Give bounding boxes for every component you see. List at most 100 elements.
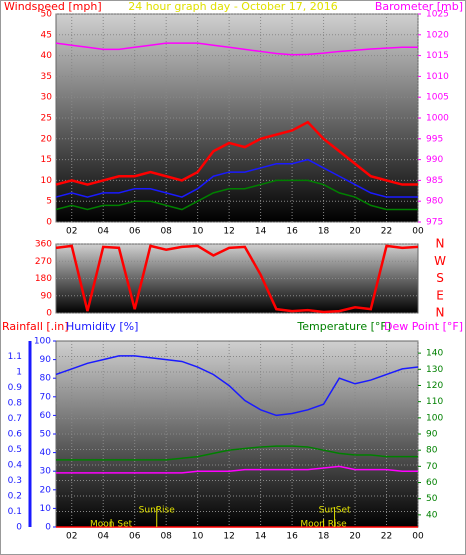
y2-tick-label: 995 — [426, 134, 443, 144]
y2-tick-label: 100 — [426, 413, 443, 423]
y-tick-label: 10 — [41, 176, 53, 186]
y2-tick-label: 80 — [426, 446, 438, 456]
series-line — [55, 179, 418, 211]
series-line — [55, 42, 418, 56]
y-tick-label: 0.8 — [8, 399, 23, 409]
series-line — [55, 355, 419, 417]
series-line — [55, 244, 419, 314]
y2-tick-label: 110 — [426, 397, 443, 407]
x-tick-label: 12 — [223, 532, 234, 542]
x-tick-label: 20 — [349, 532, 361, 542]
compass-label: N — [436, 306, 445, 320]
y-tick-label: 25 — [41, 114, 52, 124]
y-tick-label: 0.4 — [8, 461, 23, 471]
y-tick-label: 0.2 — [8, 492, 22, 502]
y-tick-label: 1 — [16, 368, 22, 378]
y-tick-label: 0.6 — [8, 430, 23, 440]
x-tick-label: 10 — [192, 532, 204, 542]
y2-tick-label: 990 — [426, 155, 443, 165]
y2-tick-label: 140 — [426, 349, 443, 359]
y-tick-label: 40 — [41, 51, 53, 61]
series-line — [56, 445, 418, 461]
y2-tick-label: 40 — [426, 510, 438, 520]
y-tick-label: 1.1 — [8, 352, 22, 362]
y-tick-label: 0 — [46, 309, 52, 319]
humidity-tick-label: 80 — [40, 374, 52, 384]
humidity-tick-label: 40 — [40, 448, 52, 458]
y2-tick-label: 985 — [426, 176, 443, 186]
wind-axis-title: Windspeed [mph] — [4, 0, 102, 13]
series-line — [55, 120, 418, 186]
y-tick-label: 360 — [35, 240, 52, 250]
y2-tick-label: 1000 — [426, 114, 449, 124]
compass-label: E — [436, 288, 444, 302]
x-tick-label: 06 — [129, 532, 141, 542]
y2-tick-label: 120 — [426, 381, 443, 391]
y2-tick-label: 1025 — [426, 10, 449, 20]
compass-label: N — [436, 237, 445, 251]
x-tick-label: 04 — [97, 532, 109, 542]
x-tick-label: 10 — [192, 227, 204, 237]
y2-tick-label: 50 — [426, 494, 438, 504]
y-tick-label: 0.9 — [8, 383, 23, 393]
y-tick-label: 45 — [41, 30, 52, 40]
y-tick-label: 30 — [41, 93, 53, 103]
y2-tick-label: 70 — [426, 462, 438, 472]
x-tick-label: 20 — [349, 227, 361, 237]
series-line — [56, 465, 418, 474]
humidity-tick-label: 50 — [40, 430, 52, 440]
y-tick-label: 50 — [41, 10, 53, 20]
x-tick-label: 22 — [381, 227, 392, 237]
y2-tick-label: 130 — [426, 365, 443, 375]
y2-tick-label: 1020 — [426, 30, 449, 40]
humidity-tick-label: 20 — [40, 485, 52, 495]
y2-tick-label: 975 — [426, 218, 443, 228]
compass-label: W — [434, 254, 446, 268]
humidity-tick-label: 70 — [40, 392, 52, 402]
y-tick-label: 0.1 — [8, 507, 22, 517]
x-tick-label: 14 — [255, 227, 267, 237]
humidity-tick-label: 0 — [45, 523, 51, 533]
y-tick-label: 0 — [46, 218, 52, 228]
x-tick-label: 02 — [66, 227, 77, 237]
y-tick-label: 35 — [41, 72, 52, 82]
humidity-tick-label: 90 — [40, 355, 52, 365]
y-tick-label: 0.3 — [8, 476, 22, 486]
humidity-tick-label: 100 — [34, 337, 51, 347]
y-tick-label: 0.5 — [8, 445, 22, 455]
humidity-tick-label: 10 — [40, 504, 52, 514]
annotation-label: SunRise — [139, 506, 176, 516]
chart-title: 24 hour graph day - October 17, 2016 — [128, 0, 338, 13]
y-tick-label: 5 — [46, 197, 52, 207]
x-tick-label: 08 — [160, 532, 172, 542]
humidity-axis-title: Humidity [%] — [66, 320, 138, 333]
y2-tick-label: 90 — [426, 430, 438, 440]
compass-label: S — [436, 271, 444, 285]
humidity-tick-label: 60 — [40, 411, 52, 421]
x-tick-label: 16 — [286, 532, 298, 542]
y2-tick-label: 980 — [426, 197, 443, 207]
y2-tick-label: 1015 — [426, 51, 449, 61]
y-tick-label: 270 — [35, 257, 52, 267]
x-tick-label: 16 — [286, 227, 298, 237]
y2-tick-label: 1010 — [426, 72, 449, 82]
x-tick-label: 02 — [66, 532, 77, 542]
rain-axis-title: Rainfall [.in] — [2, 320, 69, 333]
humidity-tick-label: 30 — [40, 467, 52, 477]
x-tick-label: 22 — [381, 532, 392, 542]
x-tick-label: 18 — [318, 532, 330, 542]
annotation-label: Moon Set — [90, 520, 133, 530]
y-tick-label: 15 — [41, 155, 52, 165]
barometer-axis-title: Barometer [mb] — [375, 0, 463, 13]
annotation-label: Moon Rise — [300, 520, 347, 530]
y-tick-label: 180 — [35, 274, 52, 284]
x-tick-label: 08 — [160, 227, 172, 237]
dewpoint-axis-title: Dew Point [°F] — [384, 320, 463, 333]
x-tick-label: 18 — [318, 227, 330, 237]
series-line — [55, 158, 418, 198]
x-tick-label: 12 — [223, 227, 234, 237]
y-tick-label: 0.7 — [8, 414, 22, 424]
x-tick-label: 06 — [129, 227, 141, 237]
x-tick-label: 04 — [97, 227, 109, 237]
